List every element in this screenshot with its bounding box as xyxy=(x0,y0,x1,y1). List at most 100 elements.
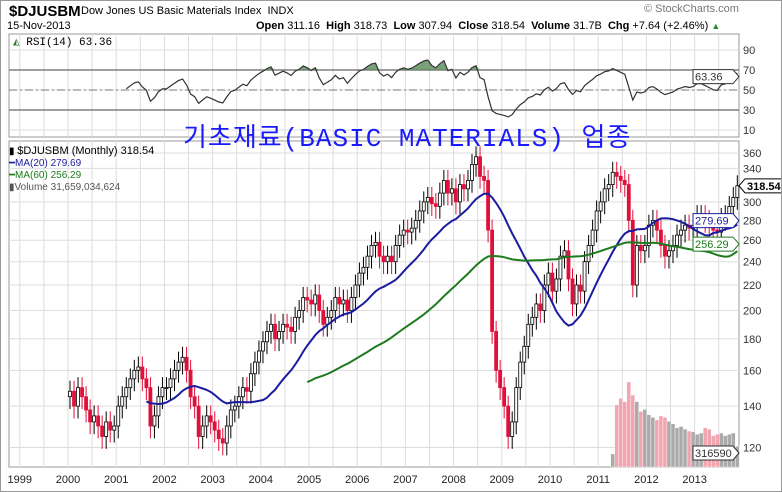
ma20-tag-text: 279.69 xyxy=(695,216,729,228)
x-tick-label: 2001 xyxy=(104,474,128,486)
candle-body xyxy=(538,303,543,311)
volume-bar xyxy=(646,414,652,468)
ma60-tag-box xyxy=(692,236,740,252)
candle-body xyxy=(550,272,555,292)
volume-bar xyxy=(682,428,688,468)
overlay-title: 기초재료(BASIC MATERIALS) 업종 xyxy=(183,124,632,154)
candle-body xyxy=(333,297,338,311)
candle-body xyxy=(253,361,257,375)
open-value: 311.16 xyxy=(287,20,321,32)
chg-label: Chg xyxy=(607,20,630,32)
candle-body xyxy=(92,415,97,423)
rsi-tag-box xyxy=(692,69,740,85)
rsi-legend: ◭ RSI(14) 63.36 xyxy=(13,35,112,49)
candle-body xyxy=(490,229,495,332)
candle-body xyxy=(389,255,394,263)
candle-body xyxy=(265,331,269,343)
low-value: 307.94 xyxy=(418,20,453,32)
candle-body xyxy=(108,421,113,431)
volume-tag-box xyxy=(692,445,740,461)
volume-bar xyxy=(638,411,644,468)
candle-body xyxy=(421,201,426,212)
candle-body xyxy=(72,390,76,407)
candle-body xyxy=(542,284,547,311)
rsi-icon: ◭ xyxy=(13,37,20,49)
candle-body xyxy=(329,310,334,318)
candle-body xyxy=(128,378,133,389)
candle-body xyxy=(357,272,362,286)
quote-date: 15-Nov-2013 xyxy=(7,20,71,32)
candle-body xyxy=(136,366,141,371)
candle-body xyxy=(317,294,322,311)
price-tick-label: 360 xyxy=(743,148,761,160)
candle-body xyxy=(277,331,281,340)
x-tick-label: 2013 xyxy=(682,474,706,486)
candle-body xyxy=(486,180,490,231)
candle-body xyxy=(232,405,237,411)
candle-icon: ▮ xyxy=(9,146,15,157)
volume-bars-icon: ▮ xyxy=(9,182,15,193)
candle-body xyxy=(172,369,177,380)
candle-body xyxy=(345,299,350,311)
candle-body xyxy=(216,429,221,440)
rsi-tag-text: 63.36 xyxy=(695,72,723,84)
candle-body xyxy=(630,219,635,286)
legend-price-text: $DJUSBM (Monthly) 318.54 xyxy=(17,145,155,157)
price-tick-label: 220 xyxy=(743,280,761,292)
candle-body xyxy=(176,361,181,371)
candle-body xyxy=(144,378,149,389)
candle-body xyxy=(132,369,137,380)
candle-body xyxy=(413,219,418,229)
candle-body xyxy=(353,284,358,298)
price-tick-label: 240 xyxy=(743,257,761,269)
index-name: Dow Jones US Basic Materials Index INDX xyxy=(81,5,294,17)
candle-body xyxy=(301,297,306,311)
ma60-tag: 256.29 xyxy=(692,236,740,252)
candle-body xyxy=(257,350,261,363)
candle-body xyxy=(116,405,121,427)
x-tick-label: 2012 xyxy=(634,474,658,486)
x-tick-label: 2000 xyxy=(56,474,80,486)
candle-body xyxy=(626,184,631,221)
volume-bar xyxy=(650,417,656,468)
rsi-legend-text: RSI(14) 63.36 xyxy=(26,37,113,49)
volume-bar xyxy=(614,404,619,468)
candle-body xyxy=(200,425,205,437)
volume-tag-text: 316590 xyxy=(695,448,732,460)
candle-body xyxy=(192,396,197,407)
candle-body xyxy=(470,164,474,181)
chg-value: +7.64 (+2.46%) xyxy=(632,20,709,32)
volume-bar xyxy=(630,394,635,468)
candle-body xyxy=(566,250,571,280)
candle-body xyxy=(683,224,687,231)
candle-body xyxy=(433,203,438,207)
candle-body xyxy=(409,227,414,233)
candle-body xyxy=(594,210,599,231)
candle-body xyxy=(156,396,161,417)
candle-body xyxy=(88,409,92,423)
line-icon: ━ xyxy=(9,158,16,169)
volume-bar xyxy=(634,401,640,468)
high-value: 318.73 xyxy=(353,20,388,32)
candle-body xyxy=(96,415,101,427)
candle-body xyxy=(112,425,117,431)
x-tick-label: 2009 xyxy=(490,474,514,486)
price-tick-label: 300 xyxy=(743,197,761,209)
candle-body xyxy=(441,180,446,194)
candle-body xyxy=(313,294,318,305)
volume-bar xyxy=(622,401,627,468)
ma20-line xyxy=(146,192,738,406)
candle-body xyxy=(405,229,410,233)
low-label: Low xyxy=(393,20,416,32)
candle-body xyxy=(574,284,579,305)
candle-body xyxy=(305,297,310,301)
candle-body xyxy=(514,387,519,423)
candle-body xyxy=(582,261,587,292)
legend-volume-text: Volume 31,659,034,624 xyxy=(14,182,121,193)
open-label: Open xyxy=(256,20,285,32)
candle-body xyxy=(466,180,470,190)
rsi-tick-label: 10 xyxy=(743,125,755,137)
x-tick-label: 2007 xyxy=(393,474,417,486)
